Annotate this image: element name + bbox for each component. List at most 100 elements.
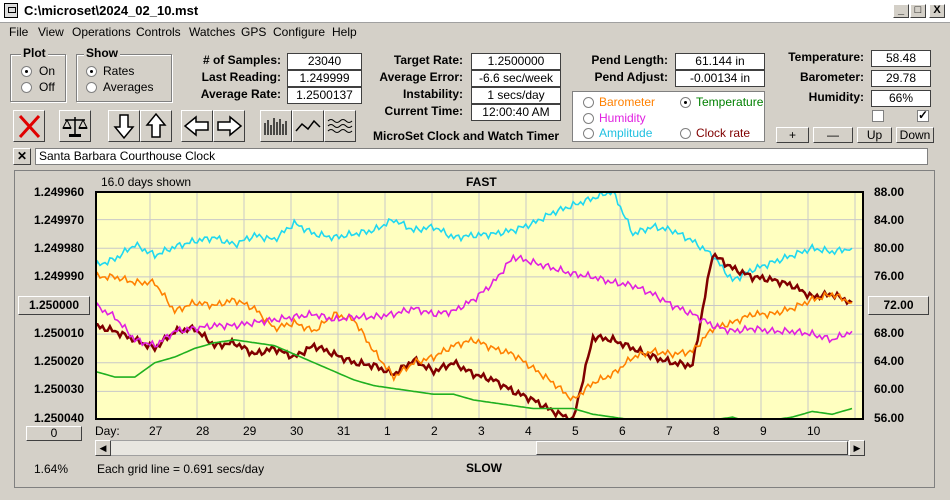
day-tick-label: 1	[384, 424, 391, 438]
y-tick: 1.249980	[14, 241, 84, 255]
target-rate-label: Target Rate:	[360, 53, 463, 67]
right-tick: 88.00	[874, 185, 904, 199]
wave-graph-icon	[325, 111, 355, 141]
overlay-amplitude-label: Amplitude	[599, 126, 652, 140]
overlay-clockrate-label: Clock rate	[696, 126, 750, 140]
menu-file[interactable]: File	[9, 25, 28, 39]
arrow-right-icon	[214, 111, 244, 141]
arrow-left-icon	[182, 111, 212, 141]
bar-graph-button[interactable]	[260, 110, 292, 142]
y-tick: 1.250020	[14, 354, 84, 368]
overlay-checkbox-1[interactable]	[872, 110, 884, 122]
bar-graph-icon	[261, 111, 291, 141]
last-reading-label: Last Reading:	[180, 70, 281, 84]
scroll-thumb[interactable]	[536, 441, 848, 455]
average-rate-label: Average Rate:	[180, 87, 281, 101]
day-tick-label: 7	[666, 424, 673, 438]
current-time-label: Current Time:	[360, 104, 463, 118]
menu-operations[interactable]: Operations	[72, 25, 131, 39]
temperature-label: Temperature:	[770, 50, 864, 64]
show-averages-radio[interactable]	[86, 82, 97, 93]
temperature-field: 58.48	[871, 50, 931, 67]
humidity-label: Humidity:	[770, 90, 864, 104]
day-tick-label: 27	[149, 424, 162, 438]
y-tick: 1.250030	[14, 382, 84, 396]
overlay-humidity-radio[interactable]	[583, 113, 594, 124]
scroll-left-button[interactable]: ◀	[95, 440, 111, 456]
balance-button[interactable]	[59, 110, 91, 142]
plot-on-radio[interactable]	[21, 66, 32, 77]
menu-controls[interactable]: Controls	[136, 25, 181, 39]
scroll-right-button[interactable]: ▶	[849, 440, 865, 456]
average-rate-field: 1.2500137	[287, 87, 362, 104]
triangle-right-icon: ▶	[854, 443, 861, 453]
arrow-up-icon	[141, 111, 171, 141]
average-error-label: Average Error:	[360, 70, 463, 84]
instability-label: Instability:	[360, 87, 463, 101]
right-tick: 68.00	[874, 326, 904, 340]
overlay-clockrate-radio[interactable]	[680, 128, 691, 139]
overlay-barometer-label: Barometer	[599, 95, 655, 109]
center-value-button[interactable]: 1.250000	[18, 296, 90, 315]
close-x-icon	[14, 111, 44, 141]
arrow-down-button[interactable]	[108, 110, 140, 142]
y-tick: 1.249960	[14, 185, 84, 199]
offset-button[interactable]: 0	[26, 426, 82, 441]
clock-name-field[interactable]: Santa Barbara Courthouse Clock	[35, 148, 928, 165]
triangle-left-icon: ◀	[100, 443, 107, 453]
show-averages-label: Averages	[103, 80, 153, 94]
clear-clock-name-button[interactable]: ✕	[13, 148, 31, 165]
right-tick: 84.00	[874, 213, 904, 227]
show-group-title: Show	[84, 46, 120, 60]
average-error-field: -6.6 sec/week	[471, 70, 561, 87]
plot-off-radio[interactable]	[21, 82, 32, 93]
day-tick-label: 9	[760, 424, 767, 438]
y-tick: 1.250040	[14, 411, 84, 425]
overlay-checkbox-2[interactable]	[917, 110, 929, 122]
scale-minus-button[interactable]: —	[813, 127, 853, 143]
arrow-right-button[interactable]	[213, 110, 245, 142]
pend-length-field: 61.144 in	[675, 53, 765, 70]
menu-watches[interactable]: Watches	[189, 25, 235, 39]
menu-help[interactable]: Help	[332, 25, 357, 39]
target-rate-field: 1.2500000	[471, 53, 561, 70]
scale-down-button[interactable]: Down	[896, 127, 934, 143]
menu-bar: File View Operations Controls Watches GP…	[0, 22, 950, 41]
slow-label: SLOW	[466, 461, 502, 475]
day-tick-label: 2	[431, 424, 438, 438]
right-center-button[interactable]: 72.00	[868, 296, 929, 315]
y-tick: 1.249990	[14, 269, 84, 283]
pend-length-label: Pend Length:	[570, 53, 668, 67]
grid-note-label: Each grid line = 0.691 secs/day	[97, 462, 264, 476]
overlay-barometer-radio[interactable]	[583, 97, 594, 108]
close-window-button[interactable]: X	[929, 4, 945, 18]
title-bar: C:\microset\2024_02_10.mst _ □ X	[0, 0, 950, 23]
plot-off-label: Off	[39, 80, 55, 94]
current-time-field: 12:00:40 AM	[471, 104, 561, 121]
stop-button[interactable]	[13, 110, 45, 142]
line-graph-button[interactable]	[292, 110, 324, 142]
arrow-up-button[interactable]	[140, 110, 172, 142]
minimize-button[interactable]: _	[893, 4, 909, 18]
day-tick-label: 30	[290, 424, 303, 438]
chart-plot	[95, 191, 864, 420]
days-shown-label: 16.0 days shown	[101, 175, 191, 189]
maximize-button[interactable]: □	[910, 4, 926, 18]
wave-graph-button[interactable]	[324, 110, 356, 142]
humidity-field: 66%	[871, 90, 931, 107]
app-icon[interactable]	[4, 3, 18, 18]
overlay-temperature-radio[interactable]	[680, 97, 691, 108]
scale-plus-button[interactable]: +	[776, 127, 809, 143]
right-tick: 60.00	[874, 382, 904, 396]
overlay-amplitude-radio[interactable]	[583, 128, 594, 139]
y-tick: 1.249970	[14, 213, 84, 227]
menu-view[interactable]: View	[38, 25, 64, 39]
menu-configure[interactable]: Configure	[273, 25, 325, 39]
menu-gps[interactable]: GPS	[241, 25, 266, 39]
day-tick-label: 29	[243, 424, 256, 438]
show-rates-radio[interactable]	[86, 66, 97, 77]
scale-up-button[interactable]: Up	[857, 127, 892, 143]
arrow-left-button[interactable]	[181, 110, 213, 142]
pend-adjust-field: -0.00134 in	[675, 70, 765, 87]
last-reading-field: 1.249999	[287, 70, 362, 87]
